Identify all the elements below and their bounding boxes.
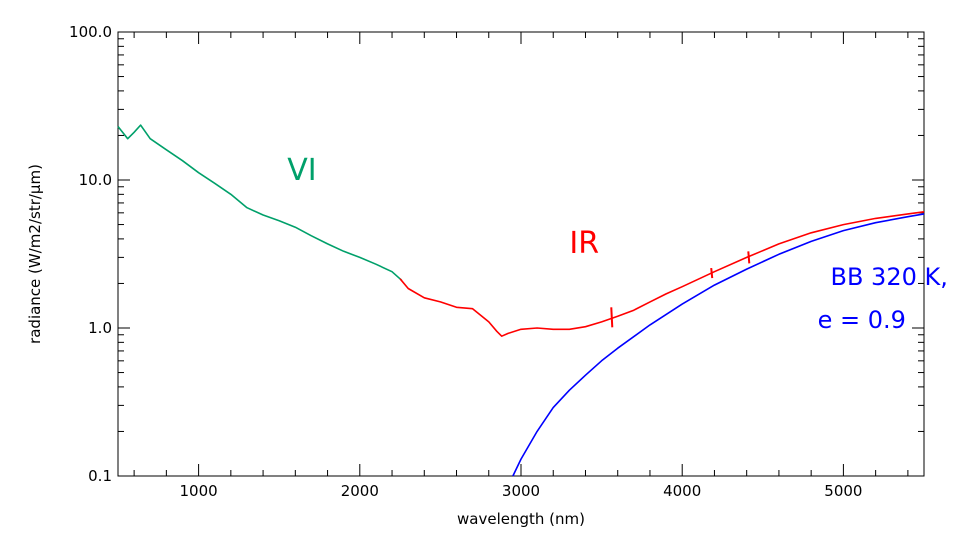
y-tick-label: 10.0 — [79, 171, 112, 189]
annotations: VI IR BB 320 K, e = 0.9 — [287, 153, 948, 334]
x-axis-ticks: 1000 2000 3000 4000 5000 — [133, 32, 909, 500]
annotation-bb1: BB 320 K, — [831, 263, 948, 291]
series-line — [117, 124, 403, 281]
x-tick-label: 5000 — [824, 482, 862, 500]
ir-spike-mark — [747, 251, 751, 264]
data-series — [117, 124, 925, 477]
x-tick-label: 3000 — [502, 482, 540, 500]
ir-spike-mark — [610, 307, 614, 328]
x-tick-label: 4000 — [663, 482, 701, 500]
y-axis-ticks: 0.1 1.0 10.0 100.0 — [69, 23, 924, 485]
x-tick-label: 1000 — [180, 482, 218, 500]
y-tick-label: 0.1 — [88, 467, 112, 485]
x-axis-label: wavelength (nm) — [457, 510, 585, 528]
y-tick-label: 1.0 — [88, 319, 112, 337]
plot-frame — [117, 31, 925, 477]
series-line — [512, 213, 925, 477]
y-tick-label: 100.0 — [69, 23, 112, 41]
series-line — [399, 211, 925, 338]
x-tick-label: 2000 — [341, 482, 379, 500]
annotation-vi: VI — [287, 153, 316, 188]
annotation-bb2: e = 0.9 — [818, 306, 906, 334]
y-axis-label: radiance (W/m2/str/µm) — [26, 164, 44, 344]
annotation-ir: IR — [569, 226, 599, 261]
ir-spike-mark — [710, 267, 714, 279]
